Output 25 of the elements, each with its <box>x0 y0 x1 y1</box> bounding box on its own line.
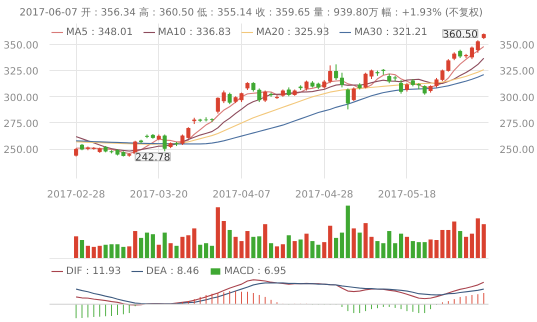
legend-label: MA10：336.83 <box>158 26 232 39</box>
x-tick-label: 2017-02-28 <box>47 190 106 200</box>
y-tick-label: 300.00 <box>4 92 39 104</box>
legend-label: MACD：6.95 <box>224 265 286 278</box>
y-tick-label: 325.00 <box>4 66 39 78</box>
legend-label: DIF：11.93 <box>66 265 122 278</box>
x-tick-label: 2017-05-18 <box>378 190 436 200</box>
annotation: 360.50 <box>442 29 478 40</box>
legend-label: MA5：348.01 <box>66 26 133 39</box>
y-tick-label: 250.00 <box>4 145 39 156</box>
y2-tick-label: 350.00 <box>500 40 534 52</box>
chart-title: 2017-06-07 开：356.34 高：360.50 低：355.14 收：359.65 量：939.80万 幅：+1.93% (不复权) <box>20 6 483 18</box>
x-tick-label: 2017-03-20 <box>130 190 188 200</box>
y2-tick-label: 275.00 <box>500 118 534 130</box>
legend-label: MA20：325.93 <box>256 26 330 39</box>
x-tick-label: 2017-04-28 <box>295 190 354 200</box>
y-tick-label: 350.00 <box>4 40 39 52</box>
y-tick-label: 275.00 <box>4 118 39 130</box>
legend-label: MA30：321.21 <box>354 26 428 39</box>
y2-tick-label: 250.00 <box>500 145 534 156</box>
y2-tick-label: 300.00 <box>500 92 534 104</box>
annotation: 242.78 <box>135 152 170 164</box>
legend-label: DEA：8.46 <box>146 265 200 278</box>
x-tick-label: 2017-04-07 <box>212 190 271 200</box>
y2-tick-label: 325.00 <box>500 66 534 78</box>
